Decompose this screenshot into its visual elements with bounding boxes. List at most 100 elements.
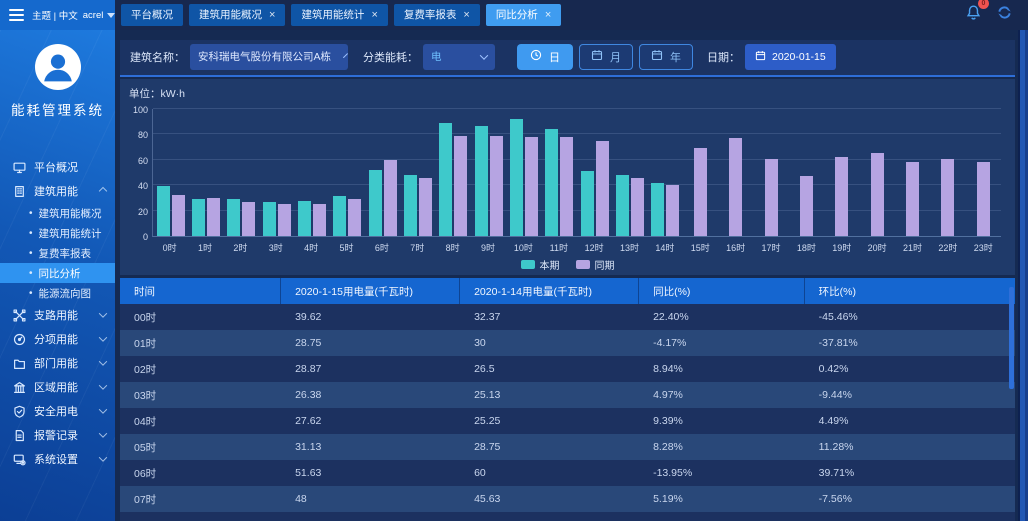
bar-本期-9时[interactable] [474, 126, 488, 236]
month-button[interactable]: 月 [579, 43, 633, 70]
bar-group-18时 [789, 109, 824, 236]
table-row[interactable]: 03时 26.38 25.13 4.97% -9.44% [120, 382, 1015, 408]
bar-同期-4时[interactable] [312, 204, 326, 236]
bar-同期-5时[interactable] [348, 199, 362, 236]
bar-本期-8时[interactable] [439, 123, 453, 236]
bar-同期-17时[interactable] [764, 159, 778, 236]
bar-同期-15时[interactable] [694, 148, 708, 236]
theme-language-label[interactable]: 主题 | 中文 [32, 11, 78, 22]
table-row[interactable]: 01时 28.75 30 -4.17% -37.81% [120, 330, 1015, 356]
sidebar-item-label: 平台概况 [34, 162, 78, 174]
bar-本期-2时[interactable] [227, 199, 241, 236]
system-settings-icon [13, 453, 26, 466]
sidebar-item-平台概况[interactable]: 平台概况 [0, 155, 115, 179]
bar-本期-11时[interactable] [545, 129, 559, 236]
sidebar-item-部门用能[interactable]: 部门用能 [0, 351, 115, 375]
day-button[interactable]: 日 [517, 43, 573, 70]
building-select[interactable]: 安科瑞电气股份有限公司A栋 [190, 43, 348, 70]
table-cell: 51.63 [295, 467, 322, 479]
bar-本期-0时[interactable] [156, 186, 170, 236]
bar-本期-6时[interactable] [368, 170, 382, 236]
bar-本期-10时[interactable] [509, 119, 523, 236]
sidebar-item-分项用能[interactable]: 分项用能 [0, 327, 115, 351]
tab-close-icon[interactable]: × [371, 8, 378, 21]
hamburger-icon[interactable] [9, 9, 24, 21]
table-cell: 8.28% [653, 441, 683, 453]
calendar-icon [755, 50, 766, 64]
sidebar-item-区域用能[interactable]: 区域用能 [0, 375, 115, 399]
sidebar-item-报警记录[interactable]: 报警记录 [0, 423, 115, 447]
tab-item[interactable]: 平台概况 [121, 4, 183, 26]
tab-close-icon[interactable]: × [269, 8, 276, 21]
bar-同期-21时[interactable] [906, 162, 920, 236]
bar-同期-0时[interactable] [171, 195, 185, 236]
filter-bar: 建筑名称： 安科瑞电气股份有限公司A栋 分类能耗： 电 日 月 年 日期： 20… [120, 40, 1015, 77]
bar-同期-14时[interactable] [666, 185, 680, 236]
sidebar-item-支路用能[interactable]: 支路用能 [0, 303, 115, 327]
tab-close-icon[interactable]: × [463, 8, 470, 21]
table-cell: -45.46% [818, 311, 858, 323]
tab-close-icon[interactable]: × [544, 8, 552, 21]
year-button[interactable]: 年 [639, 43, 693, 70]
avatar[interactable] [34, 44, 81, 90]
bar-本期-1时[interactable] [191, 199, 205, 236]
bar-本期-12时[interactable] [580, 171, 594, 236]
sidebar-subitem-建筑用能概况[interactable]: 建筑用能概况 [0, 203, 115, 223]
sidebar-subitem-同比分析[interactable]: 同比分析 [0, 263, 115, 283]
table-row[interactable]: 04时 27.62 25.25 9.39% 4.49% [120, 408, 1015, 434]
bar-本期-3时[interactable] [262, 202, 276, 236]
x-axis-label: 4时 [304, 243, 319, 253]
bar-同期-19时[interactable] [835, 157, 849, 236]
user-name[interactable]: acrel [82, 9, 104, 21]
table-cell: 0.42% [818, 363, 849, 375]
tab-item[interactable]: 建筑用能概况 × [189, 4, 286, 26]
tab-active[interactable]: 同比分析 × [485, 4, 562, 26]
date-input[interactable]: 2020-01-15 [745, 43, 836, 70]
bar-本期-13时[interactable] [615, 175, 629, 236]
sidebar-subitem-能源流向图[interactable]: 能源流向图 [0, 283, 115, 303]
bar-同期-6时[interactable] [383, 160, 397, 236]
bar-同期-3时[interactable] [277, 204, 291, 236]
sidebar-subitem-label: 能源流向图 [38, 287, 92, 300]
sidebar-subitem-建筑用能统计[interactable]: 建筑用能统计 [0, 223, 115, 243]
sidebar-item-安全用电[interactable]: 安全用电 [0, 399, 115, 423]
bar-同期-8时[interactable] [454, 136, 468, 236]
tab-item[interactable]: 复费率报表 × [393, 4, 480, 26]
bar-同期-22时[interactable] [941, 159, 955, 236]
table-scrollbar-thumb[interactable] [1009, 287, 1014, 389]
table-row[interactable]: 06时 51.63 60 -13.95% 39.71% [120, 460, 1015, 486]
tab-item[interactable]: 建筑用能统计 × [291, 4, 388, 26]
bar-同期-18时[interactable] [800, 176, 814, 236]
bar-同期-13时[interactable] [630, 178, 644, 236]
bar-本期-7时[interactable] [403, 175, 417, 236]
table-row[interactable]: 05时 31.13 28.75 8.28% 11.28% [120, 434, 1015, 460]
bar-本期-4时[interactable] [297, 201, 311, 236]
bar-同期-20时[interactable] [870, 153, 884, 236]
user-caret-icon[interactable] [107, 12, 116, 18]
branch-icon [13, 308, 26, 322]
energy-category-value: 电 [431, 51, 442, 63]
sidebar-item-系统设置[interactable]: 系统设置 [0, 447, 115, 471]
table-row[interactable]: 07时 48 45.63 5.19% -7.56% [120, 486, 1015, 512]
energy-category-select[interactable]: 电 [423, 43, 495, 70]
bar-本期-5时[interactable] [333, 196, 347, 236]
y-axis-tick: 100 [132, 105, 148, 115]
bar-同期-16时[interactable] [729, 138, 743, 236]
sidebar-item-建筑用能[interactable]: 建筑用能 [0, 179, 115, 203]
refresh-icon[interactable] [995, 3, 1014, 27]
table-row[interactable]: 00时 39.62 32.37 22.40% -45.46% [120, 304, 1015, 330]
legend-item-本期[interactable]: 本期 [520, 257, 560, 272]
table-row[interactable]: 02时 28.87 26.5 8.94% 0.42% [120, 356, 1015, 382]
bar-同期-12时[interactable] [595, 141, 609, 236]
bar-同期-7时[interactable] [418, 178, 432, 236]
bar-同期-2时[interactable] [242, 202, 256, 236]
notifications-button[interactable]: 0 [964, 0, 989, 27]
sidebar-subitem-复费率报表[interactable]: 复费率报表 [0, 243, 115, 263]
bar-本期-14时[interactable] [651, 183, 665, 236]
bar-同期-11时[interactable] [560, 137, 574, 236]
legend-item-同期[interactable]: 同期 [575, 257, 615, 272]
bar-同期-23时[interactable] [976, 162, 990, 236]
bar-同期-1时[interactable] [206, 198, 220, 236]
bar-同期-10时[interactable] [524, 137, 538, 236]
bar-同期-9时[interactable] [489, 136, 503, 236]
